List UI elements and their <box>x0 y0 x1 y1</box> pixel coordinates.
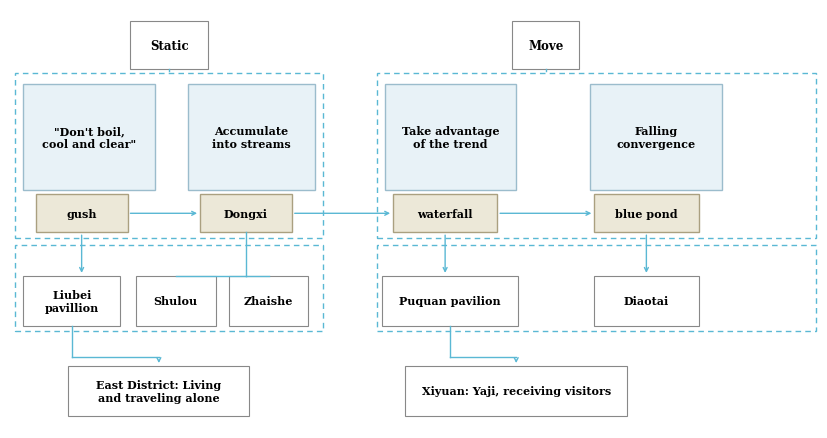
Text: gush: gush <box>66 208 97 219</box>
Text: Xiyuan: Yaji, receiving visitors: Xiyuan: Yaji, receiving visitors <box>422 385 611 396</box>
FancyBboxPatch shape <box>130 22 208 70</box>
FancyBboxPatch shape <box>136 276 216 326</box>
Text: blue pond: blue pond <box>615 208 677 219</box>
Text: Take advantage
of the trend: Take advantage of the trend <box>402 126 500 150</box>
FancyBboxPatch shape <box>590 85 721 191</box>
FancyBboxPatch shape <box>23 276 120 326</box>
Text: Liubei
pavillion: Liubei pavillion <box>45 289 99 313</box>
Text: Falling
convergence: Falling convergence <box>616 126 696 150</box>
FancyBboxPatch shape <box>229 276 308 326</box>
Text: Move: Move <box>528 39 563 53</box>
FancyBboxPatch shape <box>595 195 699 233</box>
Text: East District: Living
and traveling alone: East District: Living and traveling alon… <box>96 379 222 403</box>
FancyBboxPatch shape <box>36 195 127 233</box>
Text: waterfall: waterfall <box>418 208 473 219</box>
FancyBboxPatch shape <box>512 22 580 70</box>
Text: "Don't boil,
cool and clear": "Don't boil, cool and clear" <box>42 126 136 150</box>
Text: Zhaishe: Zhaishe <box>244 296 294 307</box>
FancyBboxPatch shape <box>23 85 155 191</box>
FancyBboxPatch shape <box>595 276 699 326</box>
FancyBboxPatch shape <box>393 195 497 233</box>
FancyBboxPatch shape <box>188 85 315 191</box>
Text: Shulou: Shulou <box>154 296 198 307</box>
FancyBboxPatch shape <box>200 195 292 233</box>
Text: Static: Static <box>150 39 189 53</box>
FancyBboxPatch shape <box>385 85 516 191</box>
Text: Puquan pavilion: Puquan pavilion <box>399 296 501 307</box>
FancyBboxPatch shape <box>405 366 627 416</box>
FancyBboxPatch shape <box>69 366 249 416</box>
FancyBboxPatch shape <box>382 276 518 326</box>
Text: Dongxi: Dongxi <box>224 208 268 219</box>
Text: Diaotai: Diaotai <box>624 296 669 307</box>
Text: Accumulate
into streams: Accumulate into streams <box>212 126 290 150</box>
